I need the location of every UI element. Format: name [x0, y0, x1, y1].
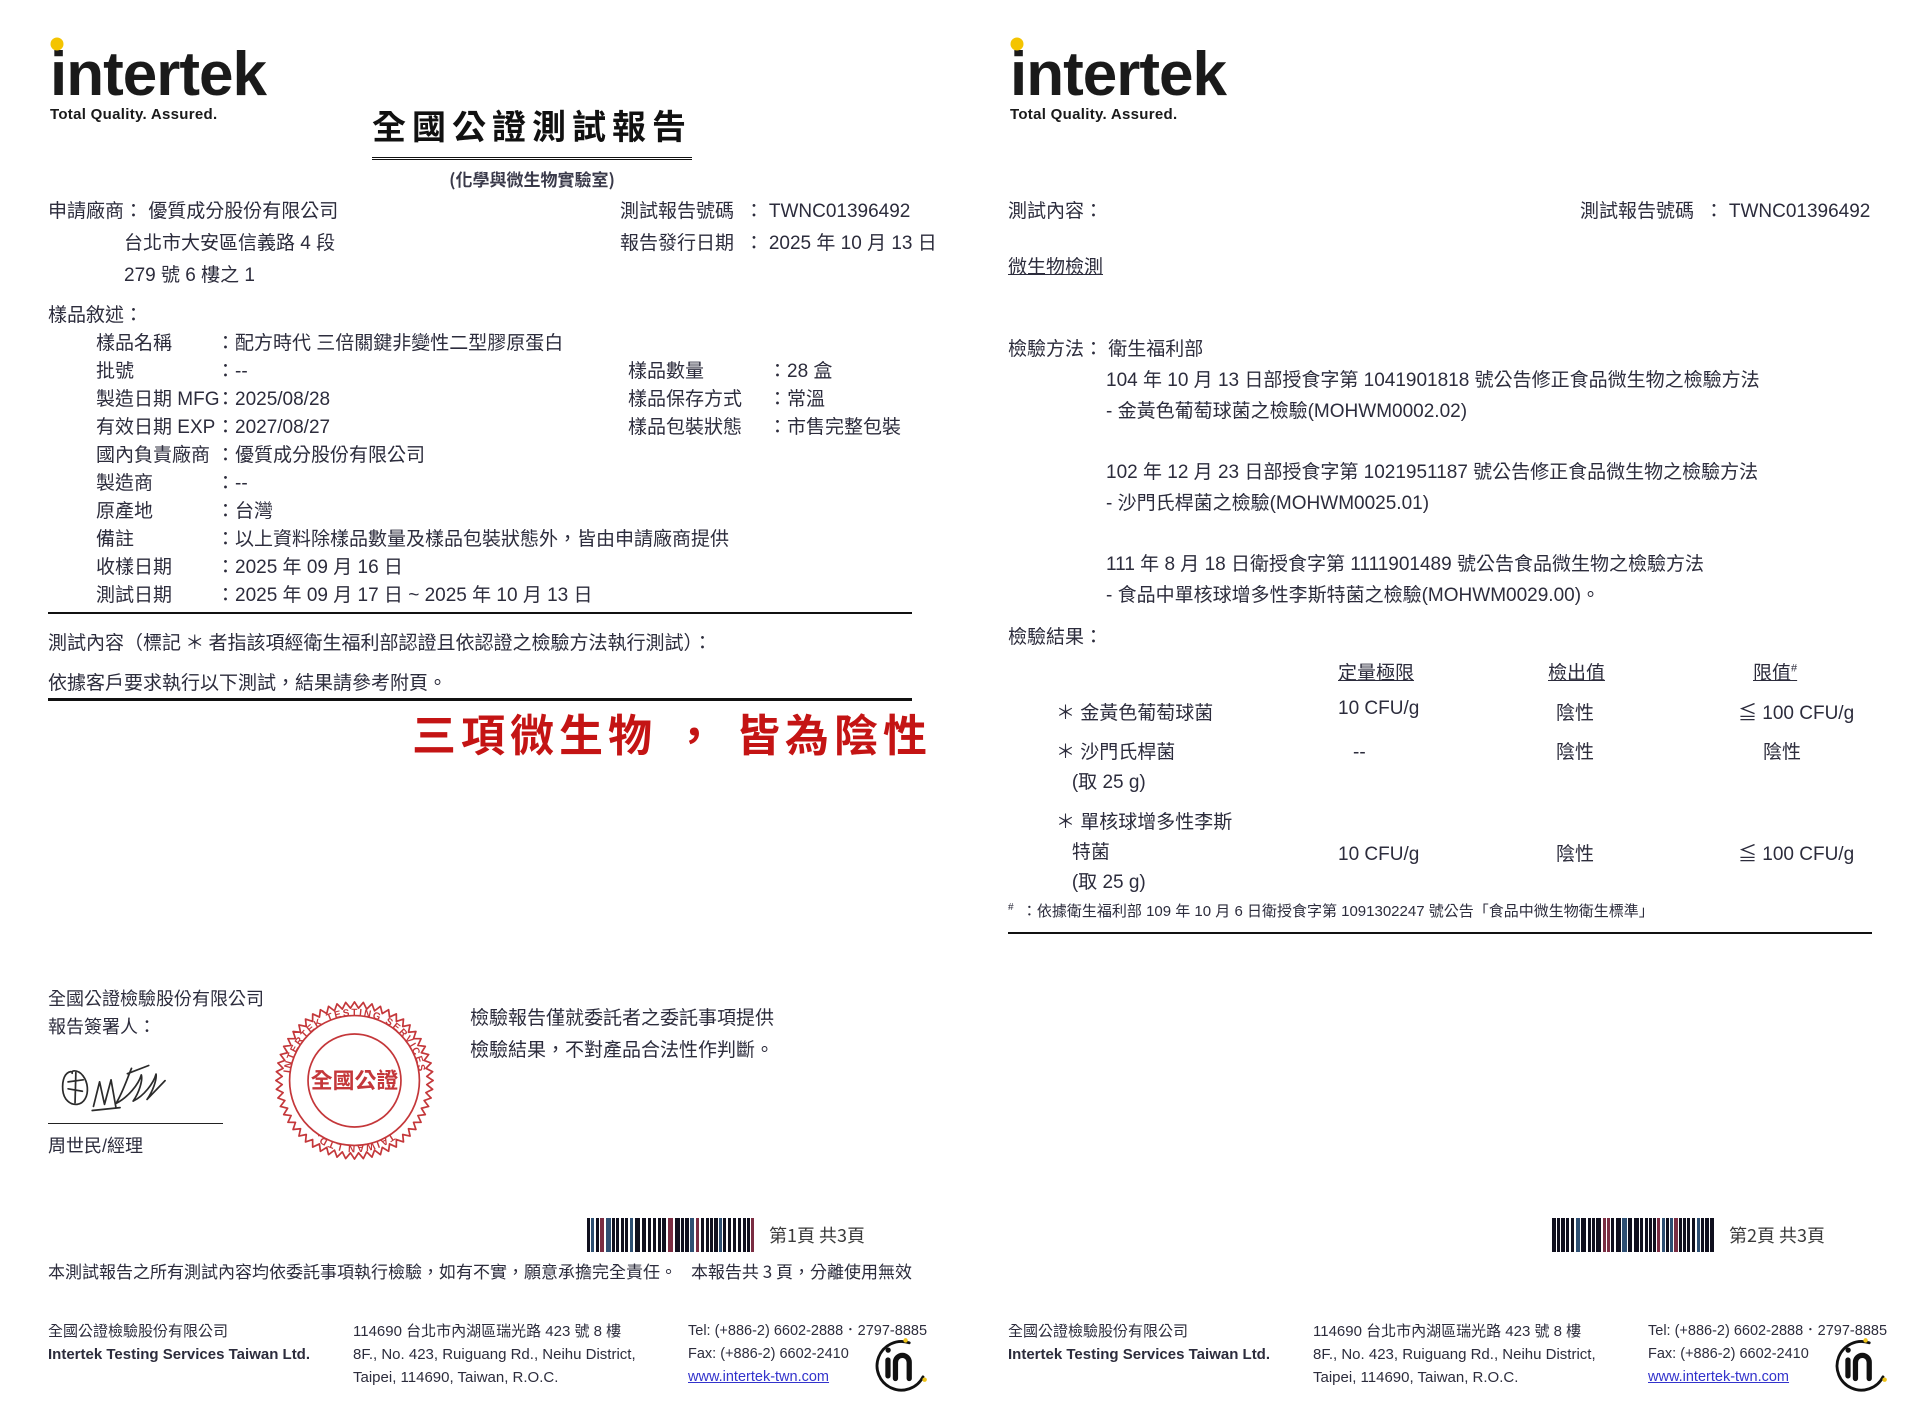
svg-text:全國公證: 全國公證 — [311, 1064, 399, 1095]
svg-text:Total Quality. Assured.: Total Quality. Assured. — [1010, 106, 1177, 123]
svg-text:Total Quality. Assured.: Total Quality. Assured. — [50, 106, 217, 123]
svg-text:intertek: intertek — [50, 40, 267, 109]
svg-text:TAIWAN LTD.: TAIWAN LTD. — [312, 1131, 396, 1154]
svg-text:intertek: intertek — [1010, 40, 1227, 109]
